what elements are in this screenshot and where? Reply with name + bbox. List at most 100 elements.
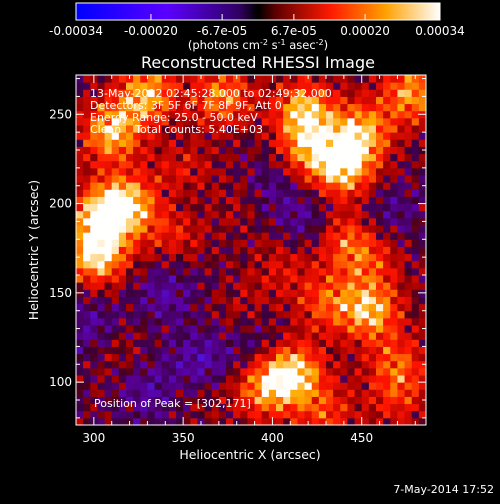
heatmap-cell: [154, 153, 163, 162]
colorbar-tick-label: -0.00020: [124, 24, 178, 38]
heatmap-cell: [311, 125, 320, 133]
heatmap-cell: [390, 389, 398, 397]
heatmap-cell: [140, 117, 148, 126]
heatmap-cell: [90, 96, 98, 105]
heatmap-cell: [168, 410, 177, 419]
heatmap-cell: [233, 82, 241, 90]
heatmap-cell: [240, 332, 248, 340]
heatmap-cell: [304, 403, 313, 412]
heatmap-cell: [247, 410, 256, 419]
heatmap-cell: [83, 232, 91, 240]
heatmap-cell: [147, 103, 156, 112]
heatmap-cell: [161, 325, 170, 333]
heatmap-cell: [354, 203, 363, 212]
heatmap-cell: [133, 382, 141, 390]
heatmap-cell: [340, 346, 348, 355]
heatmap-cell: [104, 139, 113, 147]
heatmap-cell: [204, 203, 213, 212]
heatmap-cell: [218, 260, 227, 269]
heatmap-cell: [347, 196, 356, 205]
heatmap-cell: [118, 89, 127, 97]
heatmap-cell: [161, 275, 170, 283]
heatmap-cell: [318, 217, 327, 226]
heatmap-cell: [161, 375, 170, 383]
heatmap-cell: [268, 239, 277, 247]
heatmap-cell: [190, 289, 198, 297]
heatmap-cell: [276, 289, 284, 297]
heatmap-cell: [304, 246, 313, 255]
heatmap-cell: [233, 296, 241, 305]
heatmap-cell: [240, 253, 248, 262]
heatmap-cell: [311, 389, 320, 397]
heatmap-cell: [404, 203, 413, 212]
heatmap-cell: [333, 225, 341, 233]
heatmap-cell: [140, 339, 148, 347]
heatmap-cell: [297, 139, 306, 147]
heatmap-cell: [183, 396, 191, 405]
heatmap-cell: [140, 289, 148, 297]
heatmap-cell: [311, 232, 320, 240]
heatmap-cell: [126, 96, 134, 105]
heatmap-cell: [311, 353, 320, 362]
heatmap-cell: [126, 203, 134, 212]
heatmap-cell: [211, 275, 220, 283]
heatmap-cell: [340, 160, 348, 169]
heatmap-cell: [197, 167, 206, 176]
heatmap-cell: [254, 417, 263, 426]
heatmap-cell: [326, 317, 334, 326]
heatmap-cell: [218, 360, 227, 369]
heatmap-cell: [240, 117, 248, 126]
heatmap-cell: [226, 182, 234, 190]
heatmap-cell: [104, 325, 113, 333]
heatmap-cell: [376, 225, 384, 233]
heatmap-cell: [126, 253, 134, 262]
heatmap-cell: [418, 139, 427, 147]
heatmap-cell: [326, 139, 334, 147]
heatmap-cell: [147, 310, 156, 319]
heatmap-cell: [333, 239, 341, 247]
heatmap-cell: [76, 260, 84, 269]
heatmap-cell: [333, 182, 341, 190]
heatmap-cell: [204, 232, 213, 240]
heatmap-cell: [354, 182, 363, 190]
heatmap-cell: [154, 389, 163, 397]
heatmap-cell: [283, 303, 291, 312]
heatmap-cell: [276, 410, 284, 419]
heatmap-cell: [140, 360, 148, 369]
heatmap-cell: [104, 317, 113, 326]
heatmap-cell: [311, 382, 320, 390]
heatmap-cell: [340, 275, 348, 283]
heatmap-cell: [161, 110, 170, 119]
heatmap-cell: [254, 196, 263, 205]
heatmap-cell: [318, 110, 327, 119]
heatmap-cell: [126, 189, 134, 197]
heatmap-cell: [383, 253, 391, 262]
heatmap-cell: [290, 96, 298, 105]
heatmap-cell: [326, 153, 334, 162]
heatmap-cell: [368, 160, 377, 169]
heatmap-cell: [290, 296, 298, 305]
heatmap-cell: [311, 332, 320, 340]
colorbar-tick-label: 0.00034: [415, 24, 465, 38]
heatmap-cell: [333, 146, 341, 155]
heatmap-cell: [354, 132, 363, 140]
heatmap-cell: [97, 117, 106, 126]
heatmap-cell: [168, 75, 177, 83]
heatmap-cell: [318, 260, 327, 269]
heatmap-cell: [211, 132, 220, 140]
heatmap-cell: [147, 217, 156, 226]
heatmap-cell: [383, 153, 391, 162]
heatmap-cell: [383, 410, 391, 419]
heatmap-cell: [126, 246, 134, 255]
heatmap-cell: [126, 139, 134, 147]
heatmap-cell: [154, 253, 163, 262]
heatmap-cell: [276, 117, 284, 126]
heatmap-cell: [254, 296, 263, 305]
heatmap-cell: [126, 110, 134, 119]
heatmap-cell: [340, 167, 348, 176]
heatmap-cell: [354, 139, 363, 147]
heatmap-cell: [233, 160, 241, 169]
heatmap-cell: [283, 325, 291, 333]
heatmap-cell: [254, 332, 263, 340]
